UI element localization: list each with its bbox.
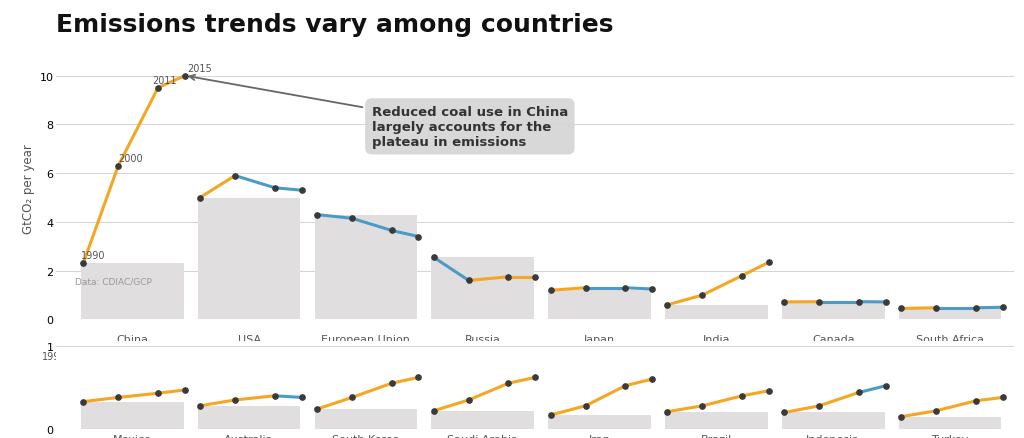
Text: USA: USA (238, 334, 261, 344)
Text: Reduced coal use in China
largely accounts for the
plateau in emissions: Reduced coal use in China largely accoun… (189, 76, 568, 148)
Text: 2011: 2011 (153, 76, 177, 86)
Text: China: China (117, 334, 148, 344)
Bar (899, 309, 1001, 320)
Text: 1990: 1990 (42, 351, 67, 361)
Bar (81, 264, 183, 320)
Text: Brazil: Brazil (700, 434, 732, 438)
Text: Japan: Japan (584, 334, 615, 344)
Text: Emissions trends vary among countries: Emissions trends vary among countries (56, 13, 613, 37)
Bar (782, 302, 885, 320)
Text: Data: CDIAC/GCP: Data: CDIAC/GCP (76, 276, 153, 286)
Bar (899, 417, 1001, 429)
Text: 2015: 2015 (187, 64, 212, 74)
Text: Saudi Arabia: Saudi Arabia (447, 434, 518, 438)
Bar (314, 215, 418, 320)
Text: Russia: Russia (465, 334, 501, 344)
Text: Mexico: Mexico (113, 434, 152, 438)
Bar (431, 258, 535, 320)
Bar (81, 402, 183, 429)
Text: South Korea: South Korea (332, 434, 399, 438)
Text: 1990: 1990 (81, 251, 105, 261)
Text: 2000: 2000 (118, 154, 143, 163)
Bar (431, 411, 535, 429)
Text: Indonesia: Indonesia (806, 434, 860, 438)
Text: Turkey: Turkey (932, 434, 969, 438)
Bar (665, 305, 768, 320)
Bar (548, 415, 651, 429)
Text: 2015: 2015 (184, 351, 209, 361)
Bar (314, 409, 418, 429)
Text: Iran: Iran (589, 434, 610, 438)
Bar (548, 290, 651, 320)
Bar (665, 412, 768, 429)
Y-axis label: GtCO₂ per year: GtCO₂ per year (23, 144, 36, 233)
Bar (782, 413, 885, 429)
Text: Australia: Australia (224, 434, 273, 438)
Text: Canada: Canada (812, 334, 855, 344)
Text: European Union: European Union (322, 334, 411, 344)
Text: India: India (702, 334, 730, 344)
Text: South Africa: South Africa (916, 334, 984, 344)
Bar (198, 406, 300, 429)
Bar (198, 198, 300, 320)
